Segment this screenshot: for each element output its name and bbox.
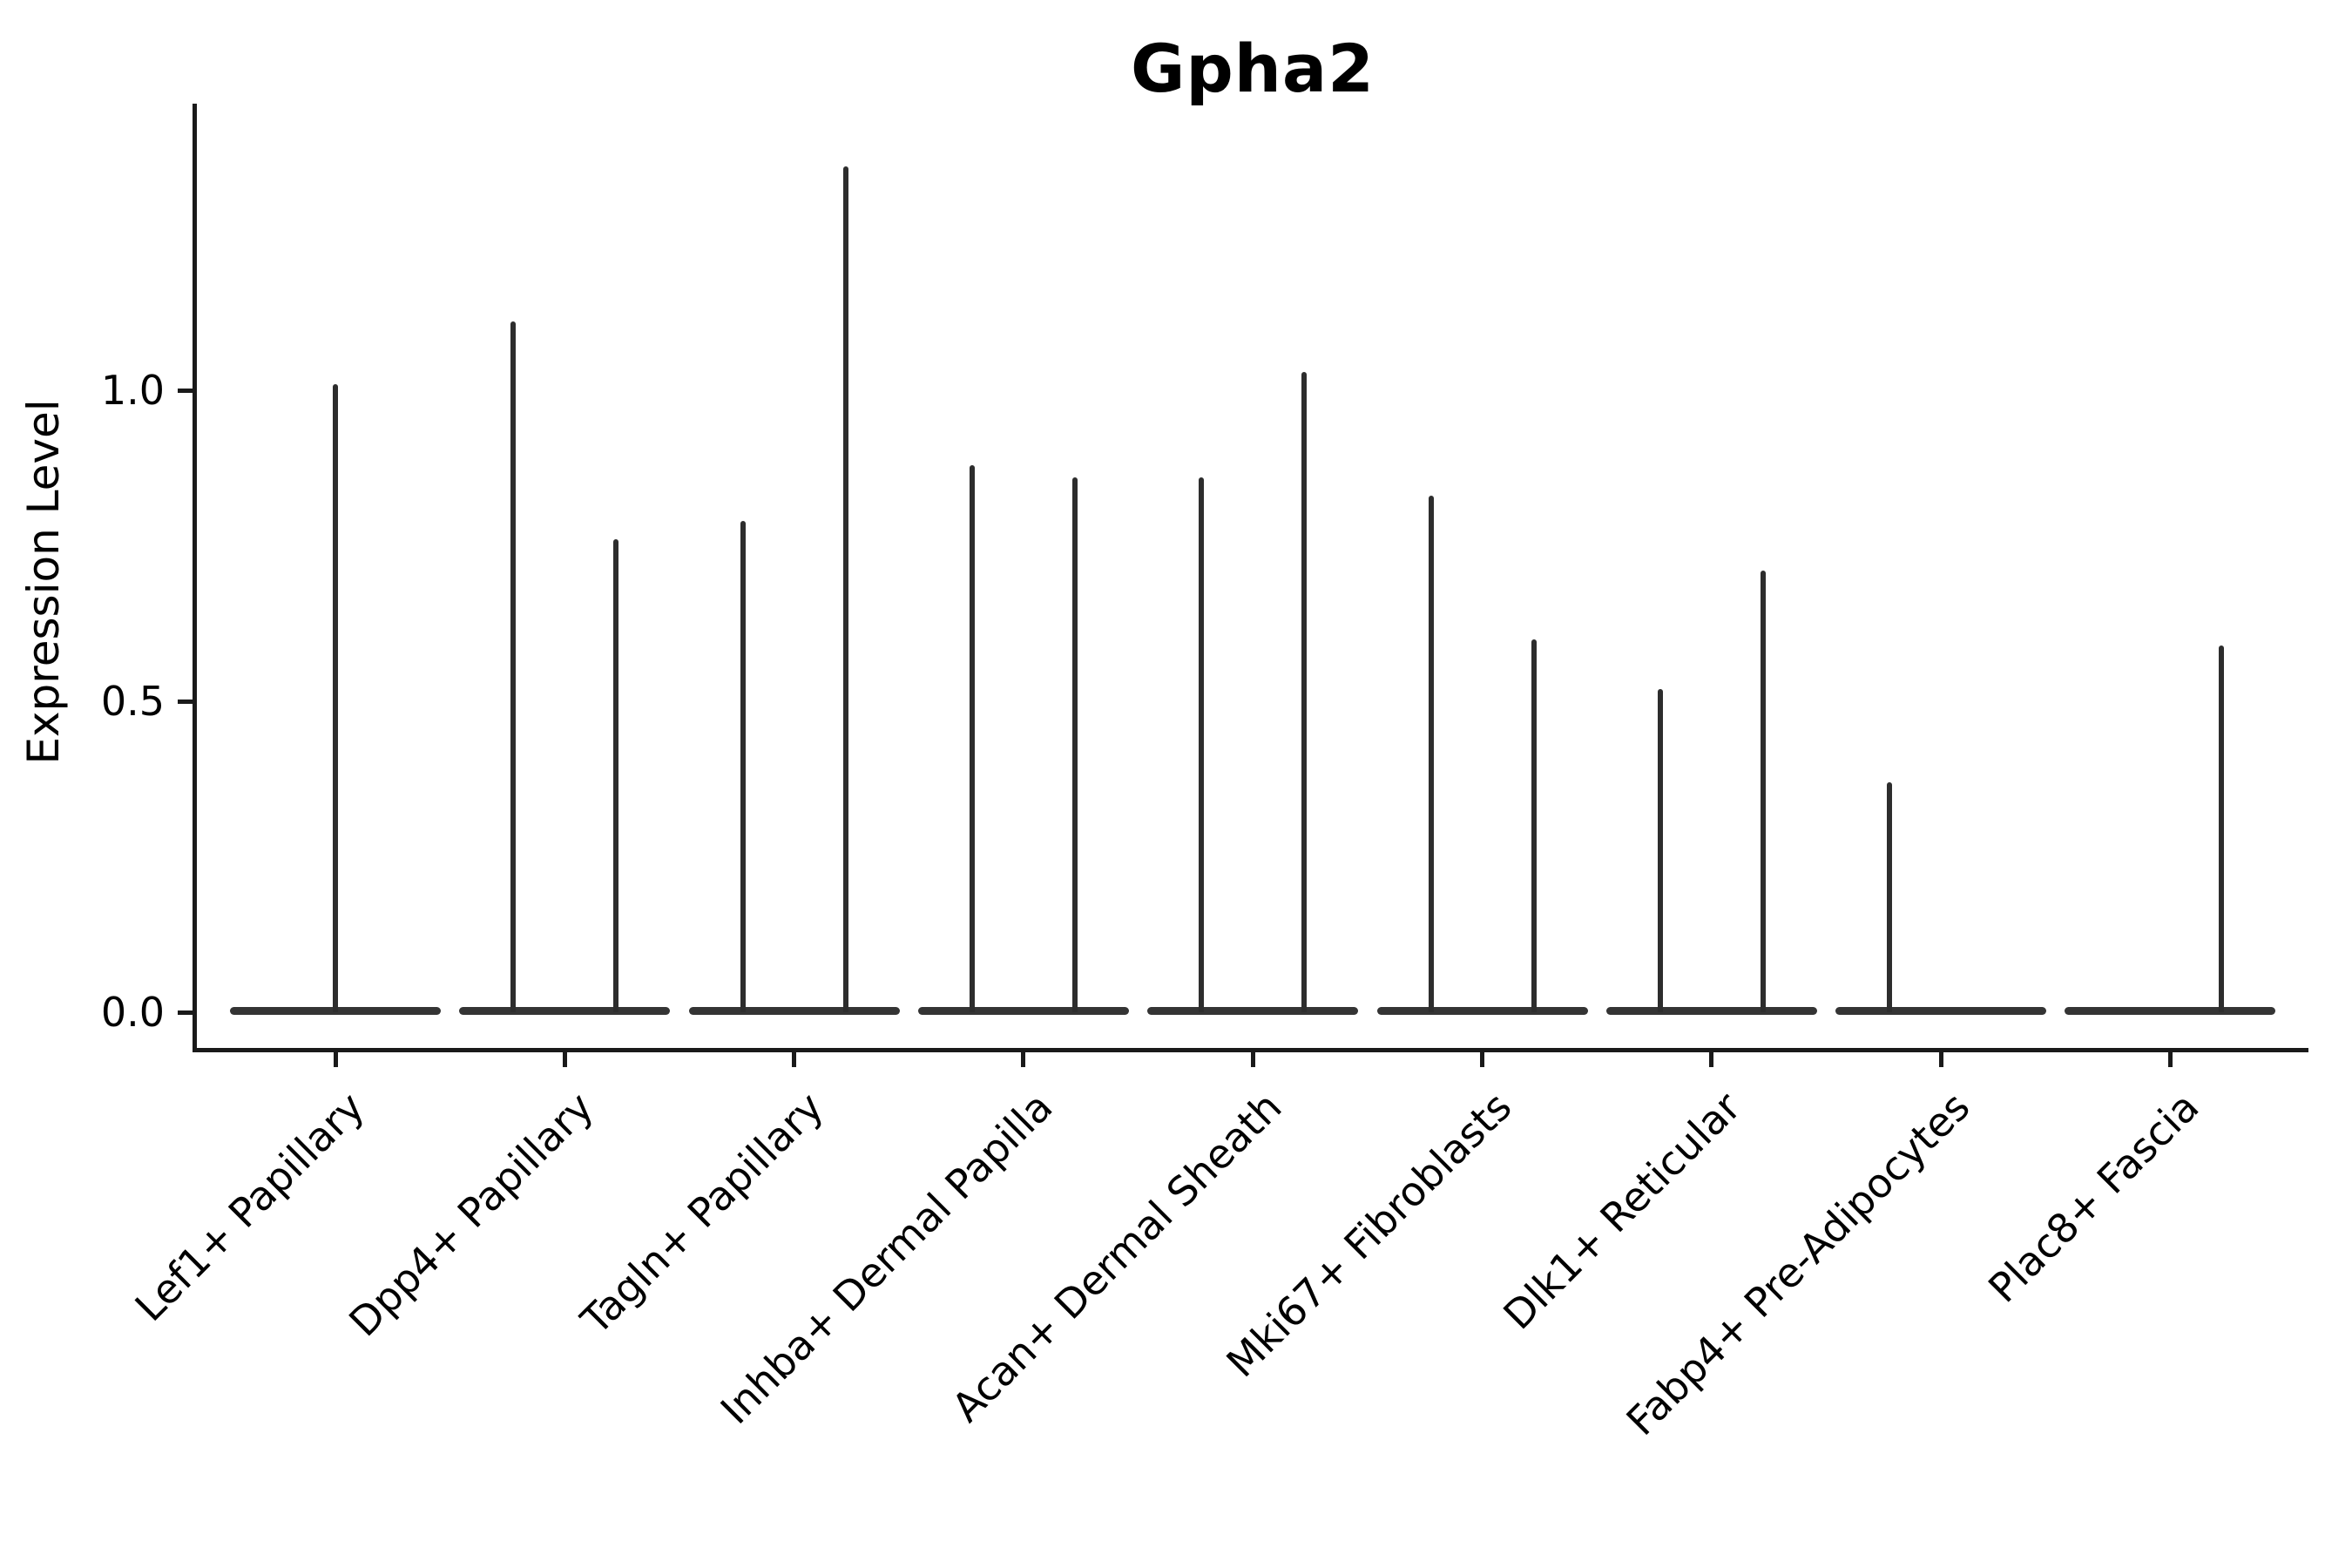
violin-spike [1657, 688, 1663, 1012]
violin-spike [969, 464, 975, 1012]
y-tick-label: 0.0 [100, 989, 165, 1036]
y-tick-label: 0.5 [100, 678, 165, 725]
x-tick-label: Dlk1+ Reticular [1494, 1083, 1750, 1339]
violin-spike [1887, 781, 1893, 1012]
violin-spike [2219, 645, 2225, 1012]
violin-spike [1301, 371, 1308, 1012]
x-tick-mark [792, 1052, 797, 1067]
violin-spike [510, 321, 517, 1012]
violin-spike [740, 520, 746, 1012]
y-tick-label: 1.0 [100, 367, 165, 414]
x-tick-mark [1021, 1052, 1026, 1067]
x-tick-label: Tagln+ Papillary [571, 1083, 833, 1344]
y-tick-mark [178, 699, 193, 704]
violin-base [688, 1007, 900, 1015]
y-axis-line [193, 104, 197, 1052]
violin-spike [842, 166, 848, 1012]
violin-spike [613, 539, 619, 1012]
x-tick-label: Dpp4+ Papillary [340, 1083, 603, 1346]
x-tick-label: Mki67+ Fibroblasts [1217, 1083, 1520, 1387]
violin-base [917, 1007, 1129, 1015]
violin-spike [1531, 639, 1537, 1012]
x-tick-label: Fabp4+ Pre-Adipocytes [1617, 1083, 1979, 1445]
x-tick-mark [1938, 1052, 1943, 1067]
violin-base [1605, 1007, 1817, 1015]
violin-base [1835, 1007, 2047, 1015]
violin-base [2065, 1007, 2276, 1015]
violin-base [1376, 1007, 1588, 1015]
x-tick-mark [2167, 1052, 2173, 1067]
x-tick-label: Acan+ Dermal Sheath [943, 1083, 1291, 1431]
violin-spike [1760, 571, 1766, 1012]
x-tick-label: Plac8+ Fascia [1979, 1083, 2208, 1312]
x-axis-line [193, 1048, 2308, 1052]
violin-spike [1199, 476, 1205, 1012]
x-tick-mark [333, 1052, 338, 1067]
x-tick-mark [562, 1052, 567, 1067]
x-tick-mark [1250, 1052, 1255, 1067]
violin-spike [1071, 476, 1078, 1012]
x-tick-mark [1709, 1052, 1714, 1067]
violin-spike [333, 383, 338, 1012]
chart-title: Gpha2 [1130, 30, 1375, 107]
x-tick-label: Inhba+ Dermal Papilla [711, 1083, 1062, 1434]
violin-spike [1428, 496, 1434, 1012]
violin-base [459, 1007, 671, 1015]
y-tick-mark [178, 388, 193, 393]
x-tick-mark [1480, 1052, 1484, 1067]
violin-base [1147, 1007, 1359, 1015]
y-tick-mark [178, 1010, 193, 1015]
